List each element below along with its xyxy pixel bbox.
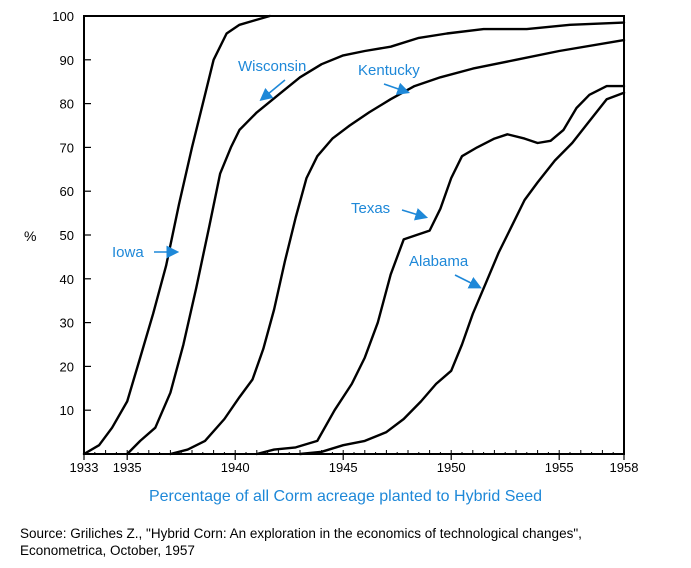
y-tick-label: 40: [60, 272, 74, 287]
source-note: Source: Griliches Z., "Hybrid Corn: An e…: [20, 525, 688, 559]
y-tick-label: 80: [60, 97, 74, 112]
arrow-kentucky-icon: [383, 82, 411, 95]
x-tick-label: 1945: [329, 460, 358, 475]
y-tick-label: 20: [60, 359, 74, 374]
arrow-alabama-icon: [454, 274, 482, 289]
y-tick-label: 90: [60, 53, 74, 68]
x-tick-label: 1955: [545, 460, 574, 475]
source-line-1: Source: Griliches Z., "Hybrid Corn: An e…: [20, 526, 582, 541]
arrow-texas-icon: [401, 208, 429, 221]
series-line-texas: [255, 84, 626, 456]
y-tick-label: 60: [60, 184, 74, 199]
x-tick-label: 1935: [113, 460, 142, 475]
y-axis-label: %: [24, 228, 36, 244]
plot-frame: [83, 15, 625, 455]
x-tick-label: 1958: [610, 460, 639, 475]
y-axis: 10 20 30 40 50 60 70 80 90 100: [52, 9, 91, 418]
series-line-wisconsin: [126, 21, 626, 456]
x-tick-label: 1950: [437, 460, 466, 475]
x-tick-label: 1933: [70, 460, 99, 475]
label-alabama: Alabama: [409, 253, 469, 270]
y-tick-label: 100: [52, 9, 74, 24]
source-line-2: Econometrica, October, 1957: [20, 543, 195, 558]
y-tick-label: 70: [60, 140, 74, 155]
y-tick-label: 30: [60, 316, 74, 331]
label-texas: Texas: [351, 200, 390, 217]
series-line-kentucky: [169, 38, 626, 456]
y-tick-label: 10: [60, 403, 74, 418]
series-layer: [82, 14, 626, 456]
series-line-iowa: [82, 14, 271, 456]
label-kentucky: Kentucky: [358, 62, 420, 79]
x-axis-label: Percentage of all Corm acreage planted t…: [148, 488, 543, 505]
label-wisconsin: Wisconsin: [238, 58, 306, 75]
x-axis: 1933 1935 1940 1945 1950 1955 1958: [70, 454, 639, 475]
y-tick-label: 50: [60, 228, 74, 243]
label-iowa: Iowa: [112, 244, 144, 261]
series-line-alabama: [298, 91, 626, 456]
x-tick-label: 1940: [221, 460, 250, 475]
annotation-layer: Iowa Wisconsin Kentucky Texas Alabama: [112, 58, 482, 289]
arrow-wisconsin-icon: [259, 79, 286, 102]
